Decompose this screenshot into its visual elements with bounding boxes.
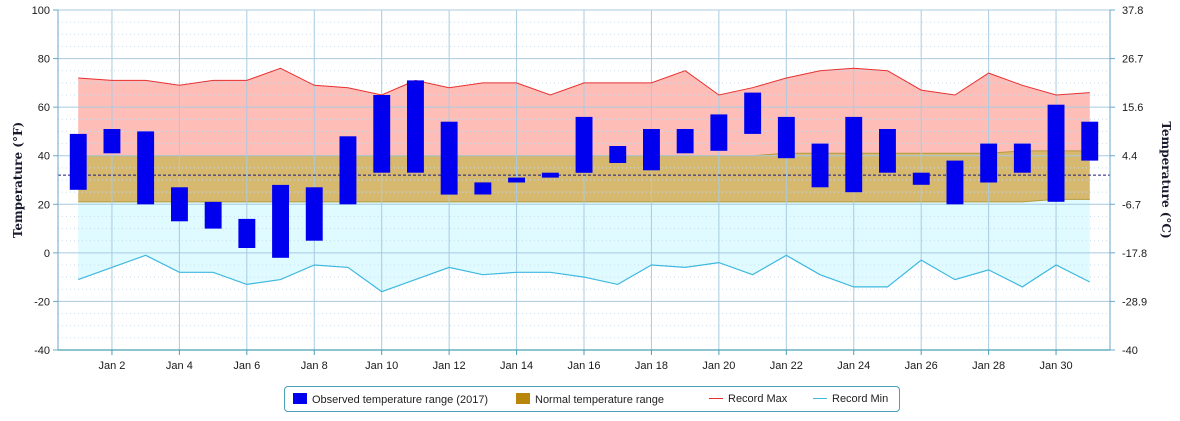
y-tick-label-right: -6.7	[1122, 199, 1141, 211]
observed-bar	[171, 187, 188, 222]
observed-bar	[137, 131, 155, 205]
y-tick-label-left: 20	[38, 199, 50, 211]
legend-item-record-min[interactable]: Record Min	[813, 393, 888, 405]
observed-bar	[508, 177, 525, 183]
observed-bar	[609, 146, 627, 163]
record-lines	[77, 67, 1091, 293]
legend: Observed temperature range (2017) Normal…	[284, 386, 900, 412]
x-tick-label: Jan 16	[567, 360, 600, 372]
y-tick-label-left: -20	[34, 296, 50, 308]
observed-bar	[676, 129, 694, 154]
observed-bars	[69, 80, 1099, 258]
y-tick-label-right: 15.6	[1122, 102, 1143, 114]
observed-bar	[575, 116, 593, 173]
observed-bar	[204, 201, 222, 229]
y-tick-label-right: 26.7	[1122, 54, 1143, 66]
observed-bar	[541, 172, 559, 178]
y-tick-label-left: 0	[44, 248, 50, 260]
x-tick-label: Jan 6	[233, 360, 260, 372]
y-tick-label-right: -28.9	[1122, 296, 1147, 308]
x-tick-label: Jan 12	[433, 360, 466, 372]
observed-bar	[946, 160, 964, 205]
record-min-line	[77, 254, 1091, 293]
x-tick-label: Jan 24	[837, 360, 870, 372]
x-tick-label: Jan 14	[500, 360, 533, 372]
observed-bar	[103, 129, 121, 154]
observed-bar	[980, 143, 998, 183]
legend-swatch-observed	[293, 393, 307, 404]
y-tick-label-left: 100	[32, 5, 50, 17]
observed-bar	[1081, 121, 1099, 161]
observed-bar	[407, 80, 424, 173]
observed-bar	[710, 114, 728, 151]
legend-label-observed: Observed temperature range (2017)	[312, 394, 489, 406]
x-tick-label: Jan 8	[301, 360, 328, 372]
observed-bar	[238, 218, 256, 248]
legend-label-record-min: Record Min	[832, 393, 889, 405]
y-tick-label-right: -40	[1122, 345, 1138, 357]
y-tick-label-left: 40	[38, 151, 50, 163]
observed-bar	[305, 187, 323, 241]
observed-bar	[879, 129, 896, 173]
x-tick-label: Jan 26	[905, 360, 938, 372]
observed-bar	[474, 182, 492, 195]
legend-swatch-normal	[516, 393, 530, 404]
observed-bar	[811, 143, 829, 188]
observed-bar	[440, 121, 458, 195]
x-tick-label: Jan 22	[770, 360, 803, 372]
observed-bar	[373, 95, 391, 173]
legend-swatch-record-max	[709, 398, 723, 399]
observed-bar	[845, 116, 863, 193]
y-tick-label-left: 80	[38, 54, 50, 66]
record-max-line	[78, 67, 1090, 96]
y-axis-title-right: Temperature (°C)	[1159, 121, 1173, 238]
x-tick-label: Jan 4	[166, 360, 193, 372]
legend-swatch-record-min	[813, 398, 827, 399]
y-tick-label-left: 60	[38, 102, 50, 114]
observed-bar	[272, 184, 289, 258]
y-axis-title-left: Temperature (°F)	[11, 122, 25, 238]
x-tick-label: Jan 20	[702, 360, 735, 372]
observed-bar	[69, 133, 87, 190]
x-tick-label: Jan 2	[98, 360, 125, 372]
x-tick-label: Jan 30	[1040, 360, 1073, 372]
observed-bar	[777, 116, 795, 159]
legend-label-record-max: Record Max	[728, 393, 788, 405]
legend-item-record-max[interactable]: Record Max	[709, 393, 787, 405]
observed-bar	[339, 136, 357, 205]
y-tick-label-right: 4.4	[1122, 151, 1137, 163]
y-tick-label-right: -17.8	[1122, 248, 1147, 260]
x-tick-label: Jan 18	[635, 360, 668, 372]
observed-bar	[1013, 143, 1031, 173]
observed-bar	[744, 92, 762, 134]
y-tick-label-right: 37.8	[1122, 5, 1143, 17]
legend-label-normal: Normal temperature range	[535, 394, 665, 406]
observed-bar	[1047, 104, 1065, 202]
x-tick-label: Jan 10	[365, 360, 398, 372]
legend-item-observed[interactable]: Observed temperature range (2017)	[293, 393, 488, 406]
legend-item-normal[interactable]: Normal temperature range	[516, 393, 664, 406]
observed-bar	[912, 172, 930, 185]
y-tick-label-left: -40	[34, 345, 50, 357]
x-tick-label: Jan 28	[972, 360, 1005, 372]
observed-bar	[643, 129, 660, 171]
axes: -40 -20 0 20 40 60 80 100 -40 -28.9 -17.8 -6.7 4.4 15…	[32, 5, 1147, 372]
